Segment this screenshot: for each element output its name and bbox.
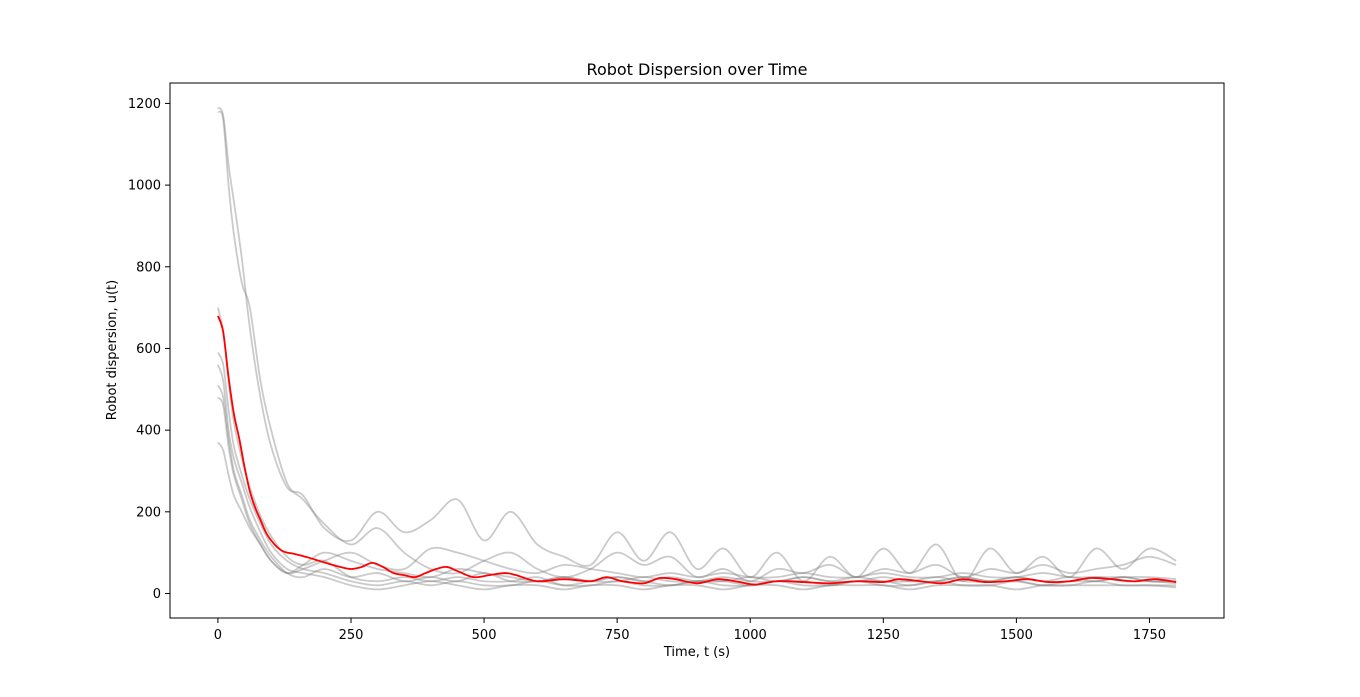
y-axis-label: Robot dispersion, u(t) <box>105 280 120 420</box>
trial-series-line <box>217 364 1177 591</box>
x-tick-label: 750 <box>605 628 630 643</box>
y-tick-label: 1200 <box>128 97 161 112</box>
chart-title: Robot Dispersion over Time <box>587 60 808 79</box>
trial-series-line <box>217 106 1177 583</box>
trial-series-line <box>217 110 1177 583</box>
series-layer <box>217 106 1177 591</box>
mean-series-line <box>217 315 1177 586</box>
x-tick-label: 500 <box>472 628 497 643</box>
y-tick-label: 200 <box>136 505 161 520</box>
x-axis-ticks: 0 250 500 750 1000 1250 1500 1750 <box>214 618 1166 643</box>
y-axis-ticks: 0 200 400 600 800 1000 1200 <box>128 97 170 602</box>
y-tick-label: 1000 <box>128 179 161 194</box>
x-tick-label: 1250 <box>867 628 900 643</box>
y-tick-label: 400 <box>136 424 161 439</box>
x-tick-label: 1500 <box>1000 628 1033 643</box>
x-tick-label: 1000 <box>734 628 767 643</box>
x-axis-label: Time, t (s) <box>663 645 730 660</box>
y-tick-label: 0 <box>153 587 161 602</box>
trial-series-line <box>217 352 1177 587</box>
x-tick-label: 0 <box>214 628 222 643</box>
x-tick-label: 1750 <box>1133 628 1166 643</box>
plot-area-frame <box>169 82 1225 619</box>
y-tick-label: 800 <box>136 260 161 275</box>
x-tick-label: 250 <box>339 628 364 643</box>
trial-series-line <box>217 441 1177 581</box>
mean-layer <box>217 315 1177 586</box>
y-tick-label: 600 <box>136 342 161 357</box>
